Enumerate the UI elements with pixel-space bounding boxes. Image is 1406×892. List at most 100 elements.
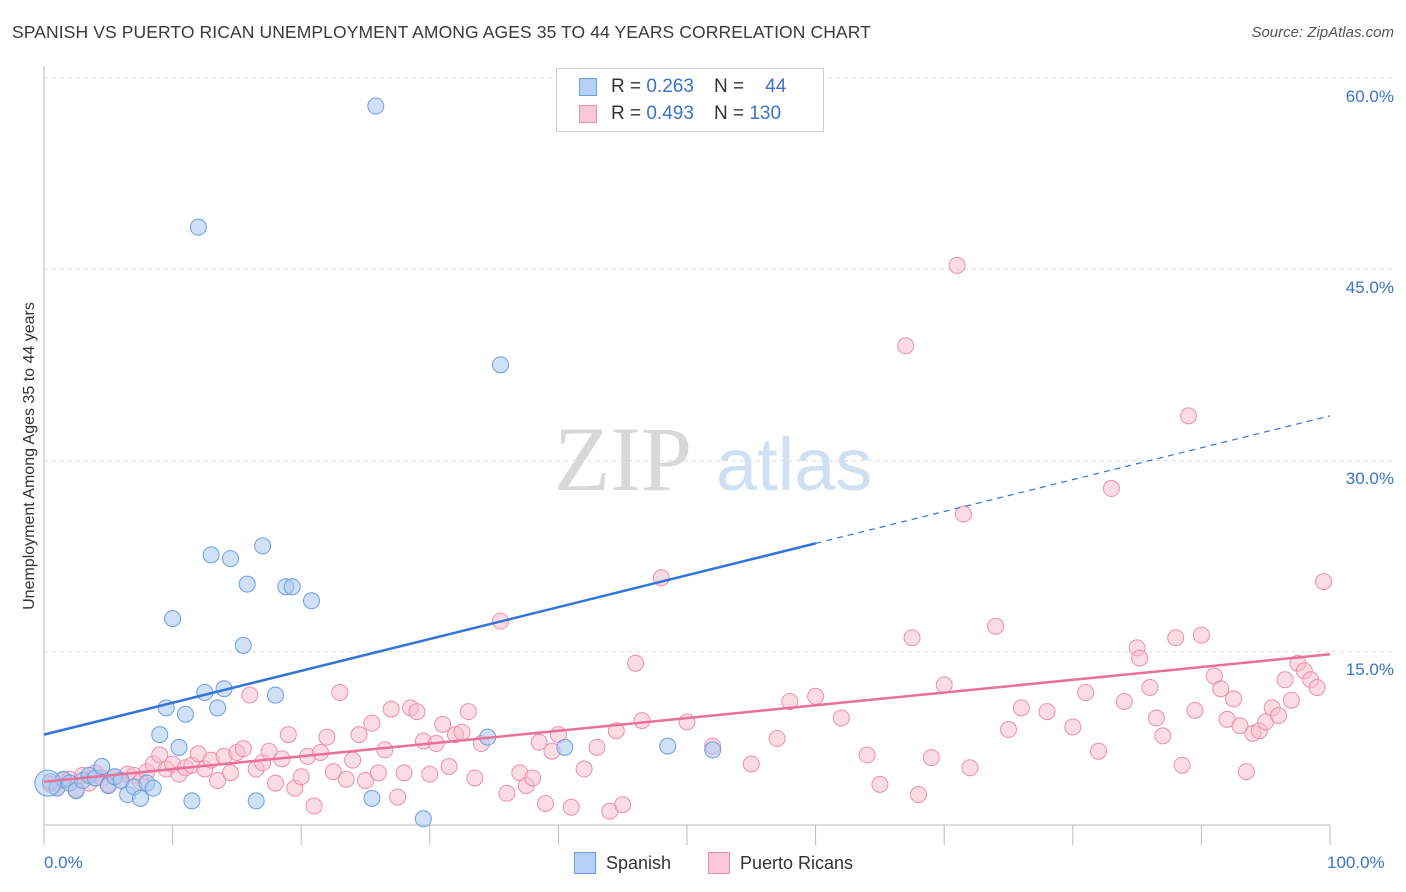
puerto-rican-point (1315, 573, 1333, 591)
spanish-point (34, 769, 62, 797)
spanish-point (234, 636, 252, 654)
puerto-rican-point (324, 763, 342, 781)
spanish-point (170, 738, 188, 756)
spanish-point (492, 356, 510, 374)
puerto-rican-point (395, 764, 413, 782)
y-tick-60: 60.0% (1345, 87, 1394, 106)
spanish-swatch (579, 78, 597, 96)
n-value: 130 (749, 103, 782, 124)
chart-title: SPANISH VS PUERTO RICAN UNEMPLOYMENT AMO… (12, 22, 871, 42)
spanish-point (144, 779, 162, 797)
puerto-rican-point (1038, 703, 1056, 721)
puerto-rican-point (742, 755, 760, 773)
spanish-point (254, 537, 272, 555)
puerto-rican-legend-label: Puerto Ricans (740, 852, 854, 873)
spanish-trend-extension (815, 415, 1331, 544)
puerto-rican-point (530, 733, 548, 751)
puerto-rican-point (961, 759, 979, 777)
puerto-rican-point (292, 768, 310, 786)
puerto-rican-point (1282, 691, 1300, 709)
puerto-rican-point (1147, 709, 1165, 727)
puerto-rican-points (41, 256, 1333, 820)
puerto-rican-point (350, 726, 368, 744)
puerto-rican-point (807, 687, 825, 705)
spanish-point (221, 550, 239, 568)
puerto-rican-point (369, 764, 387, 782)
puerto-rican-point (1231, 717, 1249, 735)
puerto-rican-point (537, 794, 555, 812)
x-tick-100: 100.0% (1327, 853, 1385, 872)
source-label: Source: ZipAtlas.com (1251, 24, 1394, 41)
puerto-rican-point (858, 746, 876, 764)
puerto-rican-point (897, 337, 915, 355)
puerto-rican-point (1180, 407, 1198, 425)
puerto-rican-point (627, 654, 645, 672)
puerto-rican-trend-line (43, 653, 1331, 784)
puerto-rican-point (575, 760, 593, 778)
spanish-point (367, 97, 385, 115)
puerto-rican-point (1012, 699, 1030, 717)
spanish-trend-line (43, 542, 816, 736)
puerto-rican-point (1141, 678, 1159, 696)
n-value: 44 (765, 76, 787, 97)
r-label: R = (611, 76, 642, 97)
puerto-rican-point (1167, 629, 1185, 647)
spanish-point (176, 705, 194, 723)
puerto-rican-point (1077, 684, 1095, 702)
puerto-rican-point (832, 709, 850, 727)
puerto-rican-point (344, 751, 362, 769)
legend-item-puerto-ricans[interactable]: Puerto Ricans (708, 852, 853, 874)
trend-lines (43, 415, 1331, 784)
legend-item-spanish[interactable]: Spanish (574, 852, 671, 874)
y-tick-15: 15.0% (1345, 660, 1394, 679)
puerto-rican-point (466, 769, 484, 787)
watermark-atlas: atlas (716, 423, 872, 506)
y-tick-45: 45.0% (1345, 278, 1394, 297)
puerto-rican-point (234, 740, 252, 758)
puerto-rican-point (1186, 701, 1204, 719)
watermark-zip: ZIP (554, 408, 692, 510)
puerto-rican-point (376, 741, 394, 759)
spanish-point (247, 792, 265, 810)
puerto-rican-point (954, 505, 972, 523)
spanish-point (266, 686, 284, 704)
puerto-rican-point (987, 617, 1005, 635)
puerto-rican-point (1115, 692, 1133, 710)
series-legend: Spanish Puerto Ricans (0, 852, 1406, 878)
y-tick-30: 30.0% (1345, 469, 1394, 488)
spanish-legend-swatch (574, 852, 596, 874)
puerto-rican-point (1000, 721, 1017, 739)
stats-row-puerto-ricans: R = 0.493 N = 130 (579, 102, 781, 126)
puerto-rican-point (382, 700, 400, 718)
puerto-rican-point (434, 715, 452, 733)
puerto-rican-point (421, 765, 439, 783)
r-value: 0.493 (646, 103, 694, 124)
puerto-rican-point (209, 772, 227, 790)
puerto-rican-point (768, 729, 786, 747)
puerto-rican-point (1154, 727, 1172, 745)
puerto-rican-point (1212, 680, 1230, 698)
puerto-rican-point (318, 728, 336, 746)
puerto-rican-point (588, 738, 606, 756)
puerto-rican-point (337, 770, 355, 788)
puerto-rican-point (871, 775, 889, 793)
spanish-point (131, 789, 149, 807)
puerto-rican-point (1225, 690, 1243, 708)
puerto-rican-point (607, 722, 625, 740)
spanish-point (414, 810, 432, 828)
puerto-rican-point (1131, 649, 1149, 667)
r-value: 0.263 (646, 76, 694, 97)
puerto-rican-point (279, 726, 297, 744)
stats-row-spanish: R = 0.263 N = 44 (579, 75, 786, 99)
spanish-point (556, 738, 574, 756)
puerto-rican-point (1102, 480, 1120, 498)
puerto-rican-point (903, 629, 921, 647)
spanish-point (183, 792, 201, 810)
puerto-rican-point (1064, 718, 1082, 736)
puerto-rican-point (305, 797, 323, 815)
puerto-rican-swatch (579, 105, 597, 123)
spanish-point (93, 758, 111, 775)
puerto-rican-point (1237, 763, 1255, 781)
puerto-rican-point (357, 772, 374, 790)
puerto-rican-point (363, 714, 381, 732)
